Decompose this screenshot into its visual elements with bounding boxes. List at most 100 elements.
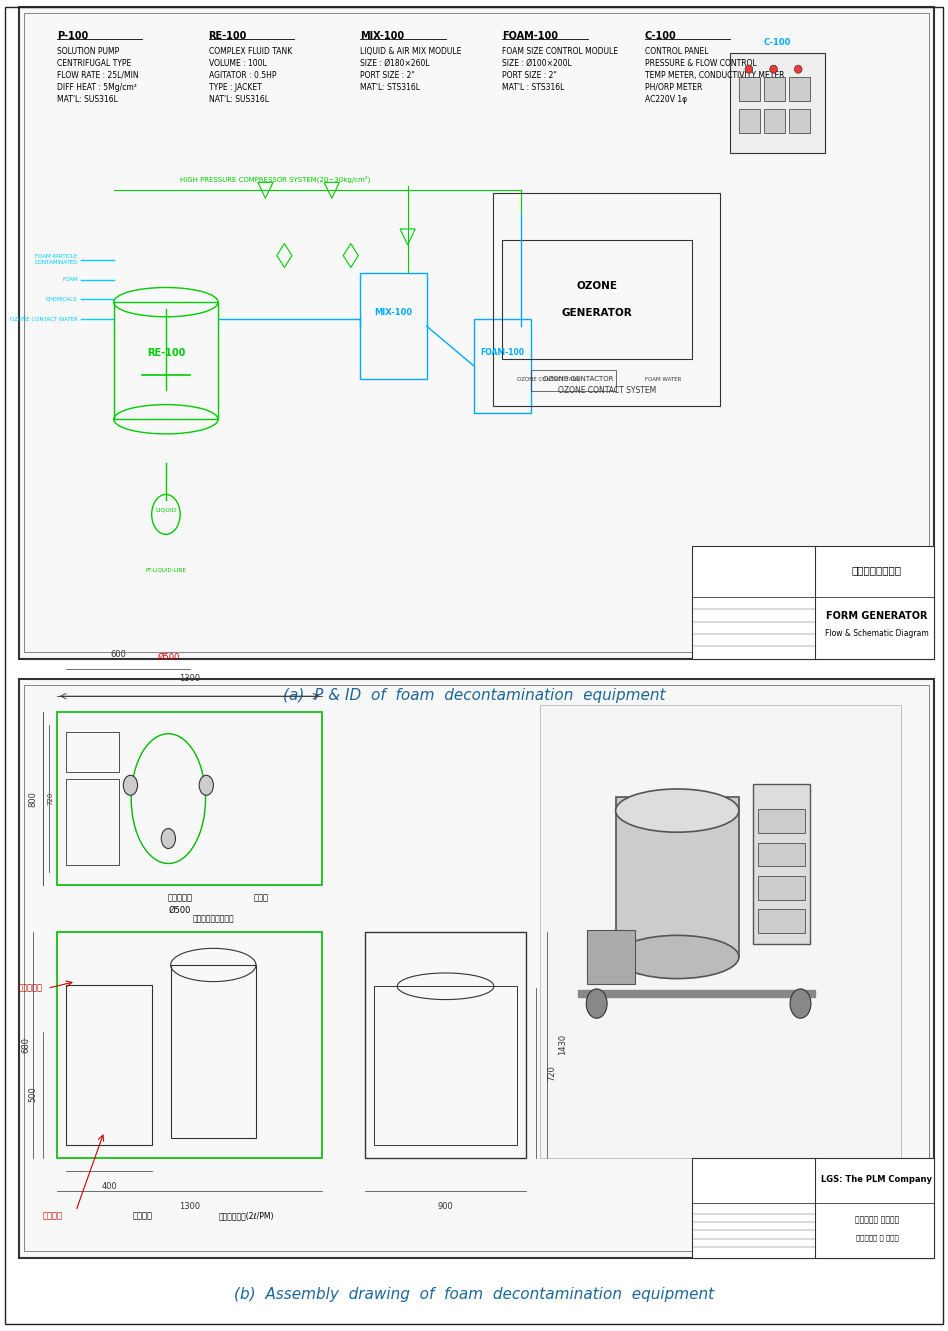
Text: OZONE CONTACT WATER: OZONE CONTACT WATER (9, 317, 78, 322)
Text: PH/ORP METER: PH/ORP METER (645, 83, 702, 92)
Text: FOAM PARTICLE
CONTAMINATED: FOAM PARTICLE CONTAMINATED (34, 254, 78, 265)
Text: 컨듀와관내: 컨듀와관내 (18, 984, 43, 993)
Text: RE-100: RE-100 (209, 31, 246, 41)
Bar (739, 109, 760, 133)
Text: 500: 500 (28, 1086, 38, 1102)
Bar (66, 779, 118, 865)
Bar (692, 546, 934, 659)
Text: SIZE : Ø180×260L: SIZE : Ø180×260L (360, 59, 429, 68)
Text: MIX-100: MIX-100 (374, 309, 412, 317)
Bar (730, 53, 825, 153)
Text: C-100: C-100 (764, 39, 791, 47)
Text: FOAM WATER: FOAM WATER (646, 377, 682, 382)
Bar (757, 809, 805, 833)
Text: FLOW RATE : 25L/MIN: FLOW RATE : 25L/MIN (57, 71, 138, 80)
Polygon shape (577, 990, 814, 997)
Text: GENERATOR: GENERATOR (562, 307, 632, 318)
Text: 나노용액제조조존크: 나노용액제조조존크 (192, 914, 234, 924)
Bar (531, 370, 616, 391)
Text: 1430: 1430 (558, 1034, 567, 1055)
Text: VOLUME : 100L: VOLUME : 100L (209, 59, 266, 68)
Bar (19, 679, 934, 1258)
Text: 고함기: 고함기 (253, 893, 268, 902)
Bar (171, 965, 256, 1138)
Ellipse shape (586, 989, 607, 1018)
Text: COMPLEX FLUID TANK: COMPLEX FLUID TANK (209, 47, 292, 56)
Bar (66, 985, 152, 1145)
Text: FOAM-100: FOAM-100 (481, 349, 524, 357)
Text: SIZE : Ø100×200L: SIZE : Ø100×200L (502, 59, 573, 68)
Bar (753, 784, 810, 944)
Text: 800: 800 (28, 791, 38, 807)
Text: P-100: P-100 (57, 31, 88, 41)
Text: LGS: The PLM Company: LGS: The PLM Company (821, 1175, 933, 1185)
Bar (66, 732, 118, 772)
Ellipse shape (615, 936, 738, 978)
Bar (739, 77, 760, 101)
Text: (b)  Assembly  drawing  of  foam  decontamination  equipment: (b) Assembly drawing of foam decontamina… (234, 1287, 714, 1302)
Text: 버블발생기: 버블발생기 (168, 893, 192, 902)
Text: CONTROL PANEL: CONTROL PANEL (645, 47, 708, 56)
Text: PORT SIZE : 2": PORT SIZE : 2" (360, 71, 415, 80)
Text: OZONE CONTACT TANK: OZONE CONTACT TANK (517, 377, 580, 382)
Bar (615, 797, 738, 957)
Text: FOAM: FOAM (63, 277, 78, 282)
Text: NAT'L: SUS316L: NAT'L: SUS316L (209, 95, 268, 104)
Ellipse shape (790, 989, 811, 1018)
Bar (692, 1158, 934, 1258)
Text: Ø500: Ø500 (169, 905, 191, 914)
Text: (a)  P & ID  of  foam  decontamination  equipment: (a) P & ID of foam decontamination equip… (283, 688, 665, 703)
Text: Flow & Schematic Diagram: Flow & Schematic Diagram (825, 630, 929, 639)
Text: LIQUID: LIQUID (155, 507, 176, 512)
Text: RE-100: RE-100 (147, 347, 185, 358)
Text: HIGH PRESSURE COMPRESSOR SYSTEM(20~30kg/cm²): HIGH PRESSURE COMPRESSOR SYSTEM(20~30kg/… (180, 176, 370, 184)
Text: 1300: 1300 (179, 673, 200, 683)
Text: PORT SIZE : 2": PORT SIZE : 2" (502, 71, 557, 80)
Bar (757, 909, 805, 933)
Ellipse shape (123, 775, 137, 795)
Bar (757, 843, 805, 866)
Bar (24, 685, 929, 1251)
Text: 고압킱크: 고압킱크 (132, 1211, 153, 1221)
Bar (360, 273, 427, 379)
Text: CENTRIFUGAL TYPE: CENTRIFUGAL TYPE (57, 59, 131, 68)
Bar (57, 712, 322, 885)
Ellipse shape (745, 65, 753, 73)
Bar (502, 240, 692, 359)
Text: 900: 900 (438, 1202, 453, 1211)
Text: 고압펜프: 고압펜프 (42, 1211, 63, 1221)
Ellipse shape (615, 789, 738, 832)
Text: 나노용액펜프(2ℓ/PM): 나노용액펜프(2ℓ/PM) (219, 1211, 274, 1221)
Text: AGITATOR : 0.5HP: AGITATOR : 0.5HP (209, 71, 276, 80)
Text: DIFF HEAT : 5Mg/cm²: DIFF HEAT : 5Mg/cm² (57, 83, 137, 92)
Text: 400: 400 (101, 1182, 117, 1191)
Text: SOLUTION PUMP: SOLUTION PUMP (57, 47, 119, 56)
Text: Ø500: Ø500 (157, 652, 179, 662)
Bar (587, 930, 634, 984)
Bar (24, 13, 929, 652)
Text: 1300: 1300 (179, 1202, 200, 1211)
Text: FOAM SIZE CONTROL MODULE: FOAM SIZE CONTROL MODULE (502, 47, 618, 56)
Bar (757, 876, 805, 900)
Text: FOAM-100: FOAM-100 (502, 31, 558, 41)
Bar (474, 319, 531, 413)
Text: MAT'L: SUS316L: MAT'L: SUS316L (57, 95, 118, 104)
Text: 720: 720 (47, 792, 53, 805)
Text: 680: 680 (21, 1037, 30, 1053)
Text: CHEMICALS: CHEMICALS (46, 297, 78, 302)
Bar (540, 705, 901, 1158)
Bar (19, 7, 934, 659)
Text: MAT'L: STS316L: MAT'L: STS316L (360, 83, 420, 92)
Ellipse shape (794, 65, 802, 73)
Text: 나노스케일 제연리폼: 나노스케일 제연리폼 (855, 1215, 899, 1225)
Text: PRESSURE & FLOW CONTROL: PRESSURE & FLOW CONTROL (645, 59, 757, 68)
Bar (789, 109, 810, 133)
Bar (789, 77, 810, 101)
Text: MAT'L : STS316L: MAT'L : STS316L (502, 83, 565, 92)
Text: OZONE CONTACTOR: OZONE CONTACTOR (543, 377, 613, 382)
Bar (493, 193, 720, 406)
Bar (764, 77, 785, 101)
Text: OZONE CONTACT SYSTEM: OZONE CONTACT SYSTEM (557, 386, 656, 395)
Text: OZONE: OZONE (576, 281, 618, 291)
Text: 600: 600 (111, 650, 126, 659)
